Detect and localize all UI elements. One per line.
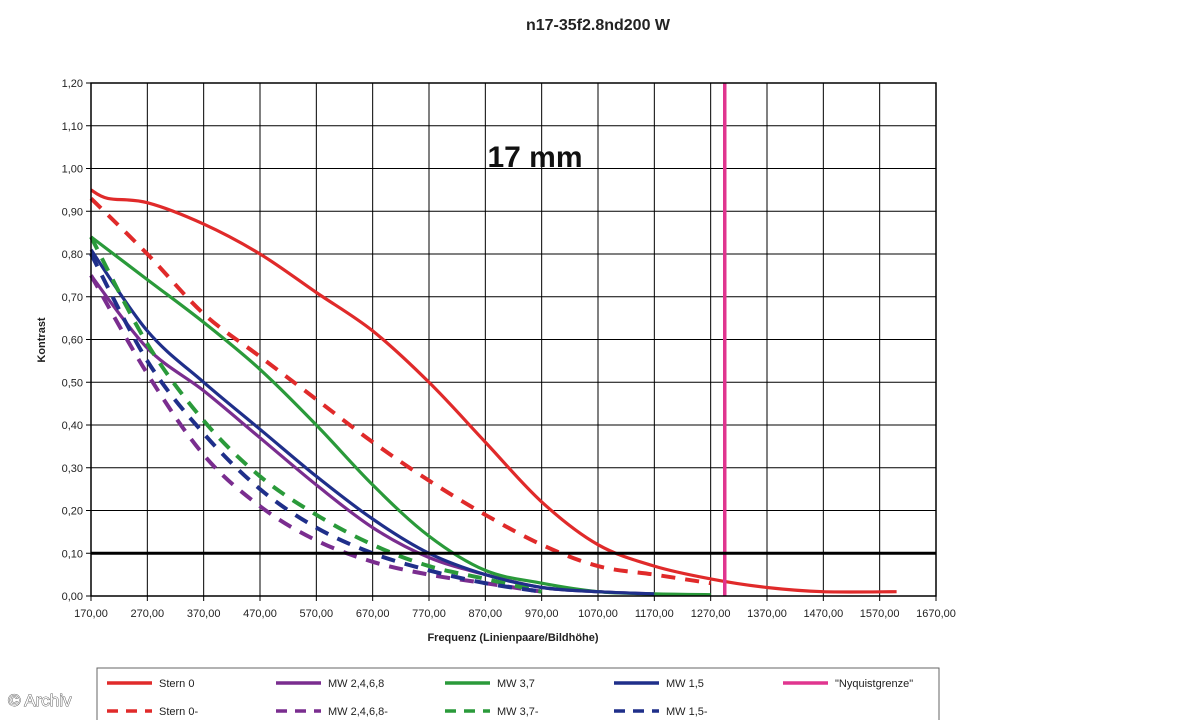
x-tick-labels: 170,00 270,00 370,00 470,00 570,00 670,00 770,… xyxy=(74,608,956,620)
legend-label: MW 3,7- xyxy=(497,706,539,718)
series-group xyxy=(89,83,897,597)
y-axis-title: Kontrast xyxy=(36,317,48,363)
series-line-stern-0 xyxy=(90,188,897,594)
x-axis-title: Frequenz (Linienpaare/Bildhöhe) xyxy=(427,632,598,644)
y-tick-labels: 0,00 0,10 0,20 0,30 0,40 0,50 0,60 0,70 0,80 0,90… xyxy=(62,78,83,603)
x-tick-label: 870,00 xyxy=(469,608,503,620)
series-line-mw-3-7 xyxy=(90,235,711,597)
y-tick-label: 1,10 xyxy=(62,121,83,133)
y-tick-label: 1,20 xyxy=(62,78,83,90)
x-tick-label: 270,00 xyxy=(131,608,165,620)
legend-label: MW 2,4,6,8- xyxy=(328,706,388,718)
x-tick-label: 570,00 xyxy=(300,608,334,620)
series-line-mw-1-5 xyxy=(89,248,655,596)
legend: Stern 0 MW 2,4,6,8 MW 3,7 MW 1,5 "Nyquistgre… xyxy=(107,678,913,718)
legend-label: Stern 0- xyxy=(159,706,198,718)
x-tick-label: 1570,00 xyxy=(860,608,900,620)
series-line-mw-1-5-dashed xyxy=(89,253,542,594)
legend-box xyxy=(96,667,940,720)
y-tick-label: 0,50 xyxy=(62,377,83,389)
focal-length-annotation: 17 mm xyxy=(487,141,582,174)
legend-label: Stern 0 xyxy=(159,678,194,690)
series-line-stern-0-dashed xyxy=(89,196,711,586)
legend-label: MW 1,5- xyxy=(666,706,708,718)
y-tick-label: 0,30 xyxy=(62,463,83,475)
x-tick-label: 1470,00 xyxy=(803,608,843,620)
x-tick-label: 970,00 xyxy=(525,608,559,620)
x-tick-label: 1270,00 xyxy=(691,608,731,620)
legend-label: MW 1,5 xyxy=(666,678,704,690)
watermark: © Archiv xyxy=(8,691,72,710)
y-tick-label: 0,20 xyxy=(62,506,83,518)
y-tick-label: 0,70 xyxy=(62,292,83,304)
y-tick-label: 0,90 xyxy=(62,206,83,218)
y-tick-label: 0,40 xyxy=(62,420,83,432)
y-tick-label: 0,00 xyxy=(62,591,83,603)
x-tick-label: 170,00 xyxy=(74,608,108,620)
x-tick-label: 1070,00 xyxy=(578,608,618,620)
x-tick-label: 670,00 xyxy=(356,608,390,620)
series-line-mw-3-7-dashed xyxy=(89,235,543,594)
legend-label: MW 2,4,6,8 xyxy=(328,678,384,690)
legend-label: MW 3,7 xyxy=(497,678,535,690)
x-tick-label: 370,00 xyxy=(187,608,221,620)
y-tick-label: 1,00 xyxy=(62,164,83,176)
plot-frame xyxy=(90,82,937,597)
x-tick-label: 770,00 xyxy=(412,608,446,620)
legend-label: "Nyquistgrenze" xyxy=(835,678,913,690)
x-tick-label: 1370,00 xyxy=(747,608,787,620)
y-tick-label: 0,10 xyxy=(62,548,83,560)
chart-title: n17-35f2.8nd200 W xyxy=(526,17,671,34)
x-tick-label: 470,00 xyxy=(243,608,277,620)
y-tick-label: 0,80 xyxy=(62,249,83,261)
y-tick-label: 0,60 xyxy=(62,335,83,347)
x-tick-label: 1670,00 xyxy=(916,608,956,620)
x-tick-label: 1170,00 xyxy=(635,608,674,620)
